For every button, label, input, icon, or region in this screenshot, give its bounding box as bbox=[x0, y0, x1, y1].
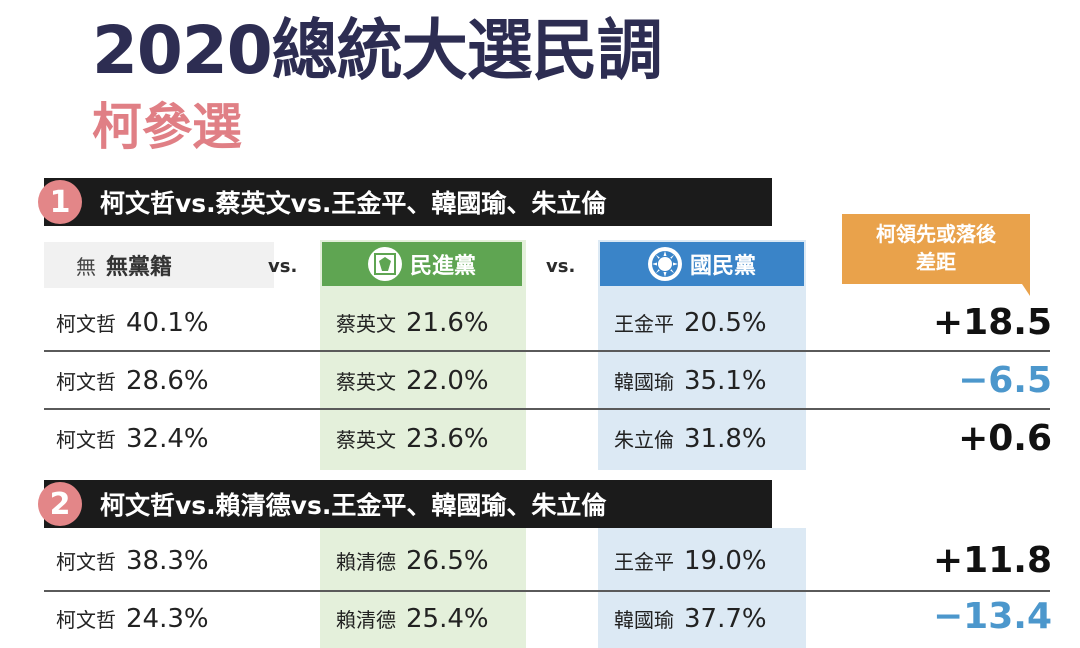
kmt-column-background-2 bbox=[598, 528, 806, 648]
candidate-name: 柯文哲 bbox=[56, 608, 116, 632]
vs-label-2: vs. bbox=[546, 256, 576, 277]
kmt-cell: 王金平 20.5% bbox=[614, 308, 767, 338]
candidate-percent: 40.1% bbox=[126, 308, 209, 338]
row-divider bbox=[44, 590, 1050, 592]
kmt-header: 國民黨 bbox=[600, 242, 804, 286]
section-1-row-2: 柯文哲 28.6% 蔡英文 22.0% 韓國瑜 35.1% −6.5 bbox=[0, 354, 1080, 410]
candidate-name: 朱立倫 bbox=[614, 428, 674, 452]
candidate-percent: 21.6% bbox=[406, 308, 489, 338]
kmt-sun-icon bbox=[647, 247, 682, 281]
lead-difference: +18.5 bbox=[933, 302, 1052, 343]
independent-cell: 柯文哲 32.4% bbox=[56, 424, 209, 454]
kmt-cell: 韓國瑜 35.1% bbox=[614, 366, 767, 396]
dpp-logo-icon bbox=[367, 247, 402, 281]
candidate-name: 柯文哲 bbox=[56, 370, 116, 394]
dpp-cell: 蔡英文 21.6% bbox=[336, 308, 489, 338]
dpp-label: 民進黨 bbox=[409, 254, 476, 279]
page-subtitle: 柯參選 bbox=[92, 98, 242, 156]
section-2-text: 柯文哲vs.賴清德vs.王金平、韓國瑜、朱立倫 bbox=[100, 491, 607, 520]
row-divider bbox=[44, 350, 1050, 352]
lead-difference: +0.6 bbox=[958, 418, 1052, 459]
candidate-percent: 23.6% bbox=[406, 424, 489, 454]
section-1-bar: 柯文哲vs.蔡英文vs.王金平、韓國瑜、朱立倫 bbox=[44, 178, 772, 226]
independent-icon: 無 bbox=[76, 254, 96, 279]
kmt-cell: 韓國瑜 37.7% bbox=[614, 604, 767, 634]
candidate-name: 韓國瑜 bbox=[614, 370, 674, 394]
dpp-cell: 賴清德 25.4% bbox=[336, 604, 489, 634]
lead-difference: −6.5 bbox=[958, 360, 1052, 401]
section-1-text: 柯文哲vs.蔡英文vs.王金平、韓國瑜、朱立倫 bbox=[100, 189, 607, 218]
independent-cell: 柯文哲 28.6% bbox=[56, 366, 209, 396]
candidate-name: 蔡英文 bbox=[336, 312, 396, 336]
candidate-percent: 26.5% bbox=[406, 546, 489, 576]
candidate-name: 柯文哲 bbox=[56, 428, 116, 452]
candidate-percent: 28.6% bbox=[126, 366, 209, 396]
section-1-number: 1 bbox=[38, 180, 82, 224]
candidate-percent: 38.3% bbox=[126, 546, 209, 576]
independent-cell: 柯文哲 40.1% bbox=[56, 308, 209, 338]
kmt-cell: 王金平 19.0% bbox=[614, 546, 767, 576]
candidate-name: 蔡英文 bbox=[336, 428, 396, 452]
candidate-percent: 22.0% bbox=[406, 366, 489, 396]
dpp-cell: 蔡英文 22.0% bbox=[336, 366, 489, 396]
lead-difference: +11.8 bbox=[933, 540, 1052, 581]
lead-header-arrow bbox=[1022, 284, 1030, 296]
independent-header: 無 無黨籍 bbox=[44, 242, 274, 288]
candidate-name: 蔡英文 bbox=[336, 370, 396, 394]
candidate-percent: 32.4% bbox=[126, 424, 209, 454]
candidate-name: 韓國瑜 bbox=[614, 608, 674, 632]
lead-header-line-1: 柯領先或落後 bbox=[876, 222, 996, 246]
section-1-row-1: 柯文哲 40.1% 蔡英文 21.6% 王金平 20.5% +18.5 bbox=[0, 296, 1080, 352]
candidate-percent: 37.7% bbox=[684, 604, 767, 634]
candidate-name: 賴清德 bbox=[336, 608, 396, 632]
dpp-column-background-2 bbox=[320, 528, 526, 648]
candidate-name: 王金平 bbox=[614, 312, 674, 336]
section-1-row-3: 柯文哲 32.4% 蔡英文 23.6% 朱立倫 31.8% +0.6 bbox=[0, 412, 1080, 468]
candidate-percent: 20.5% bbox=[684, 308, 767, 338]
section-2-bar: 柯文哲vs.賴清德vs.王金平、韓國瑜、朱立倫 bbox=[44, 480, 772, 528]
independent-label: 無黨籍 bbox=[106, 255, 173, 280]
candidate-name: 柯文哲 bbox=[56, 312, 116, 336]
candidate-name: 柯文哲 bbox=[56, 550, 116, 574]
vs-label-1: vs. bbox=[268, 256, 298, 277]
section-2-row-1: 柯文哲 38.3% 賴清德 26.5% 王金平 19.0% +11.8 bbox=[0, 534, 1080, 590]
independent-cell: 柯文哲 24.3% bbox=[56, 604, 209, 634]
candidate-name: 賴清德 bbox=[336, 550, 396, 574]
lead-header-line-2: 差距 bbox=[916, 250, 956, 274]
candidate-percent: 35.1% bbox=[684, 366, 767, 396]
dpp-cell: 蔡英文 23.6% bbox=[336, 424, 489, 454]
lead-header: 柯領先或落後 差距 bbox=[842, 214, 1030, 284]
lead-difference: −13.4 bbox=[933, 596, 1052, 637]
row-divider bbox=[44, 408, 1050, 410]
page-title: 2020總統大選民調 bbox=[92, 12, 663, 89]
independent-cell: 柯文哲 38.3% bbox=[56, 546, 209, 576]
candidate-percent: 31.8% bbox=[684, 424, 767, 454]
dpp-cell: 賴清德 26.5% bbox=[336, 546, 489, 576]
kmt-label: 國民黨 bbox=[689, 254, 756, 279]
candidate-percent: 19.0% bbox=[684, 546, 767, 576]
section-2-number: 2 bbox=[38, 482, 82, 526]
candidate-percent: 25.4% bbox=[406, 604, 489, 634]
kmt-cell: 朱立倫 31.8% bbox=[614, 424, 767, 454]
candidate-percent: 24.3% bbox=[126, 604, 209, 634]
dpp-header: 民進黨 bbox=[322, 242, 522, 286]
candidate-name: 王金平 bbox=[614, 550, 674, 574]
section-2-row-2: 柯文哲 24.3% 賴清德 25.4% 韓國瑜 37.7% −13.4 bbox=[0, 592, 1080, 648]
